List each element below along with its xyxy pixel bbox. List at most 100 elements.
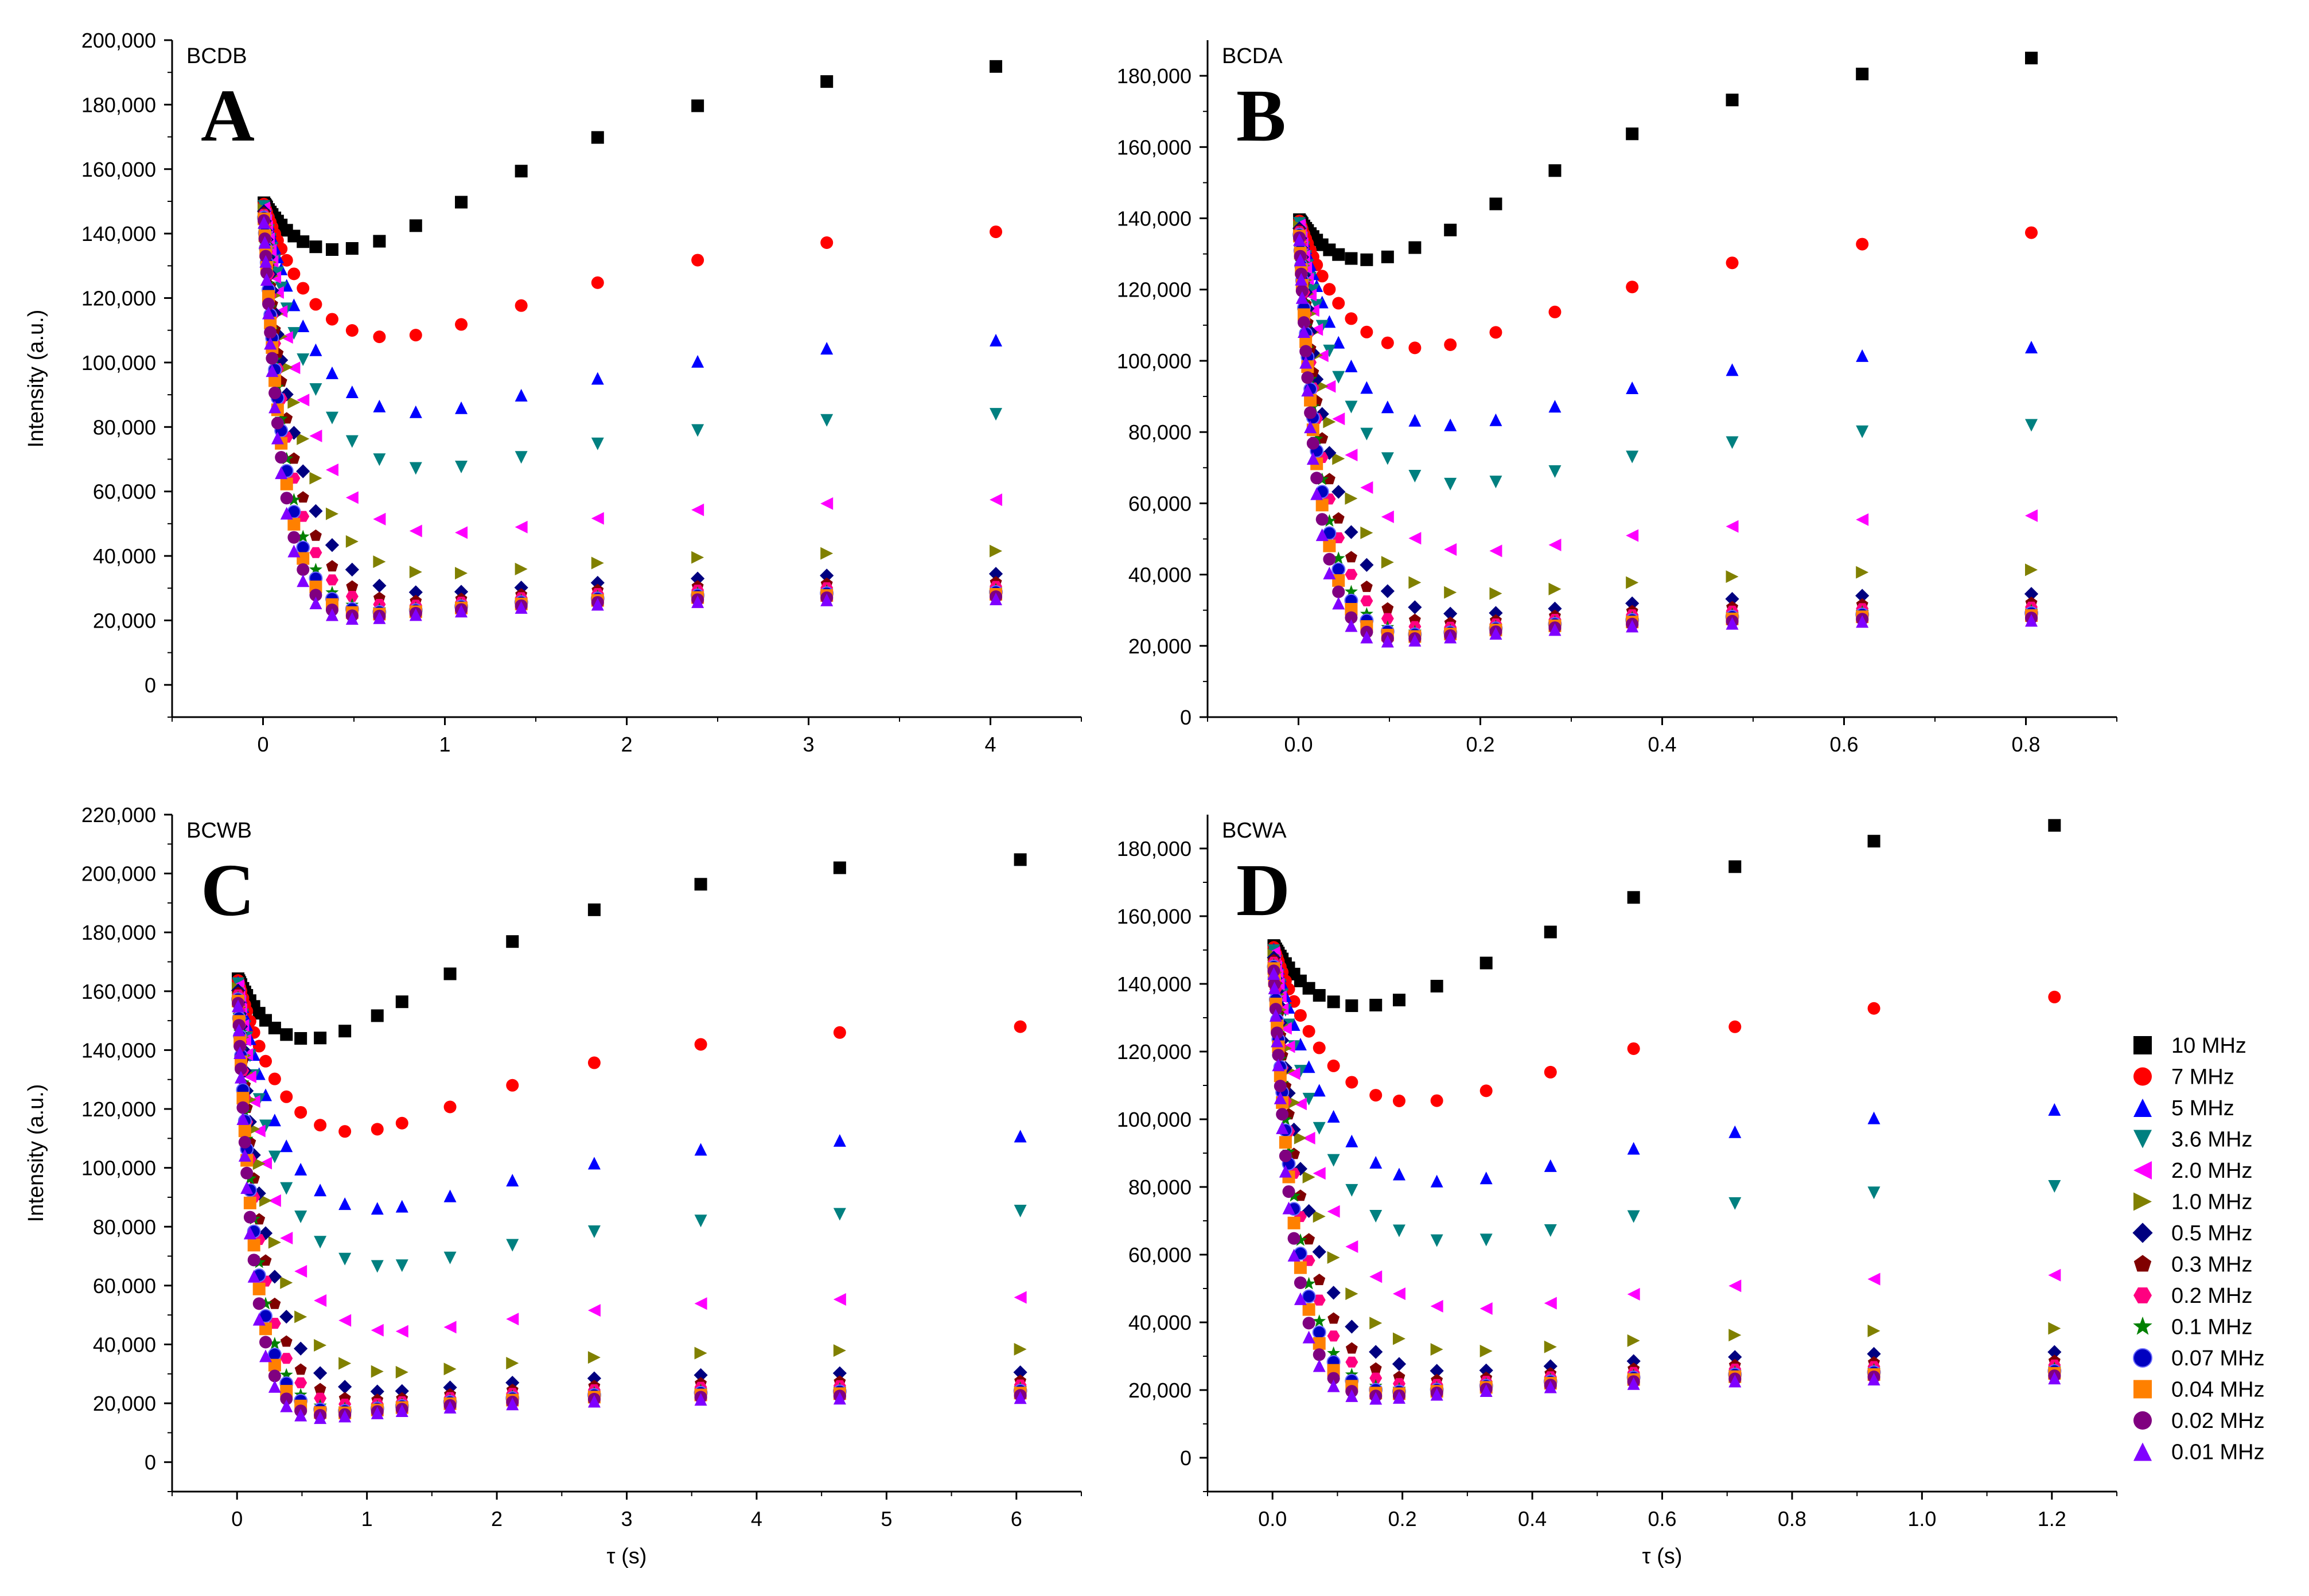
data-point xyxy=(395,1325,408,1338)
data-point xyxy=(280,1232,293,1245)
data-point xyxy=(238,1124,251,1138)
series-0p2-MHz xyxy=(1267,956,2061,1390)
data-point xyxy=(345,385,359,398)
data-point xyxy=(1728,1197,1742,1210)
data-point xyxy=(395,1200,408,1213)
y-tick-label: 120,000 xyxy=(81,1097,156,1121)
series-0p5-MHz xyxy=(256,204,1003,600)
data-point xyxy=(1345,359,1358,372)
data-point xyxy=(833,1392,846,1405)
legend-label: 7 MHz xyxy=(2171,1065,2234,1089)
data-point xyxy=(1548,582,1562,595)
y-tick-label: 0 xyxy=(145,1451,156,1474)
data-point xyxy=(591,276,604,289)
data-point xyxy=(236,1092,250,1105)
x-tick-label: 1.2 xyxy=(2038,1507,2066,1531)
data-point xyxy=(820,547,834,560)
data-point xyxy=(1282,1201,1295,1214)
data-point xyxy=(296,540,310,555)
data-point xyxy=(1331,562,1346,577)
data-point xyxy=(1332,371,1345,384)
data-point xyxy=(1272,1049,1285,1062)
data-point xyxy=(338,1380,352,1394)
data-point xyxy=(1479,1384,1493,1398)
data-point xyxy=(274,353,289,367)
data-point xyxy=(409,219,422,232)
data-point xyxy=(1544,1065,1557,1079)
data-point xyxy=(1301,384,1314,397)
data-point xyxy=(1313,1348,1326,1361)
data-point xyxy=(1726,256,1739,270)
data-point xyxy=(309,240,322,254)
data-point xyxy=(1392,994,1405,1007)
data-point xyxy=(691,503,704,516)
y-tick-label: 120,000 xyxy=(81,287,156,310)
data-point xyxy=(1287,1189,1301,1202)
data-point xyxy=(252,1297,266,1310)
data-point xyxy=(247,1095,260,1108)
data-point xyxy=(1867,1373,1880,1386)
data-point xyxy=(1360,607,1373,620)
data-point xyxy=(1323,380,1336,393)
data-point xyxy=(1323,315,1336,328)
data-point xyxy=(1369,1345,1383,1359)
data-point xyxy=(395,1404,408,1417)
data-point xyxy=(280,492,293,505)
data-point xyxy=(1544,925,1557,939)
data-point xyxy=(1303,1233,1315,1245)
data-point xyxy=(1626,529,1639,542)
data-point xyxy=(1381,400,1394,414)
data-point xyxy=(252,1124,266,1138)
data-point xyxy=(243,1070,256,1083)
y-tick-label: 100,000 xyxy=(81,351,156,375)
data-point xyxy=(1548,305,1562,318)
data-point xyxy=(1856,513,1869,526)
data-point xyxy=(1392,1287,1405,1301)
data-point xyxy=(1544,1380,1557,1393)
data-point xyxy=(1548,623,1562,636)
data-point xyxy=(1313,1314,1326,1327)
data-point xyxy=(345,591,359,602)
data-point xyxy=(1381,510,1394,523)
y-tick-label: 200,000 xyxy=(81,862,156,886)
x-tick-label: 4 xyxy=(984,733,996,756)
y-tick-label: 140,000 xyxy=(1117,207,1192,231)
legend-marker xyxy=(2132,1223,2153,1243)
data-point xyxy=(1626,381,1639,394)
data-point xyxy=(243,1210,256,1224)
data-point xyxy=(1315,513,1329,526)
data-point xyxy=(1345,619,1358,632)
data-point xyxy=(1627,1377,1640,1390)
data-point xyxy=(1626,127,1639,141)
data-point xyxy=(1360,481,1373,494)
x-tick-label: 0.8 xyxy=(1778,1507,1806,1531)
legend-label: 0.1 MHz xyxy=(2171,1315,2252,1340)
data-point xyxy=(1360,427,1373,441)
data-point xyxy=(1369,1089,1383,1102)
data-point xyxy=(443,1251,457,1264)
data-point xyxy=(395,1365,408,1379)
data-point xyxy=(1544,1159,1557,1172)
data-point xyxy=(1302,1025,1315,1038)
data-point xyxy=(2025,509,2038,522)
data-point xyxy=(1014,1204,1027,1217)
data-point xyxy=(2048,1372,2061,1385)
data-point xyxy=(1489,626,1502,640)
y-tick-label: 100,000 xyxy=(81,1157,156,1180)
data-point xyxy=(1268,982,1281,995)
data-point xyxy=(1302,1317,1315,1330)
data-point xyxy=(325,366,338,379)
data-point xyxy=(1867,1272,1880,1286)
data-point xyxy=(1287,1232,1300,1245)
data-point xyxy=(1369,1392,1383,1405)
data-point xyxy=(233,1040,247,1053)
data-point xyxy=(259,1349,272,1363)
data-point xyxy=(280,507,293,520)
data-point xyxy=(694,1038,707,1051)
data-point xyxy=(297,432,310,445)
y-tick-label: 180,000 xyxy=(1117,837,1192,861)
data-point xyxy=(371,1323,384,1337)
series-7-MHz xyxy=(1293,215,2038,355)
data-point xyxy=(1345,1134,1358,1147)
data-point xyxy=(1287,1067,1300,1080)
